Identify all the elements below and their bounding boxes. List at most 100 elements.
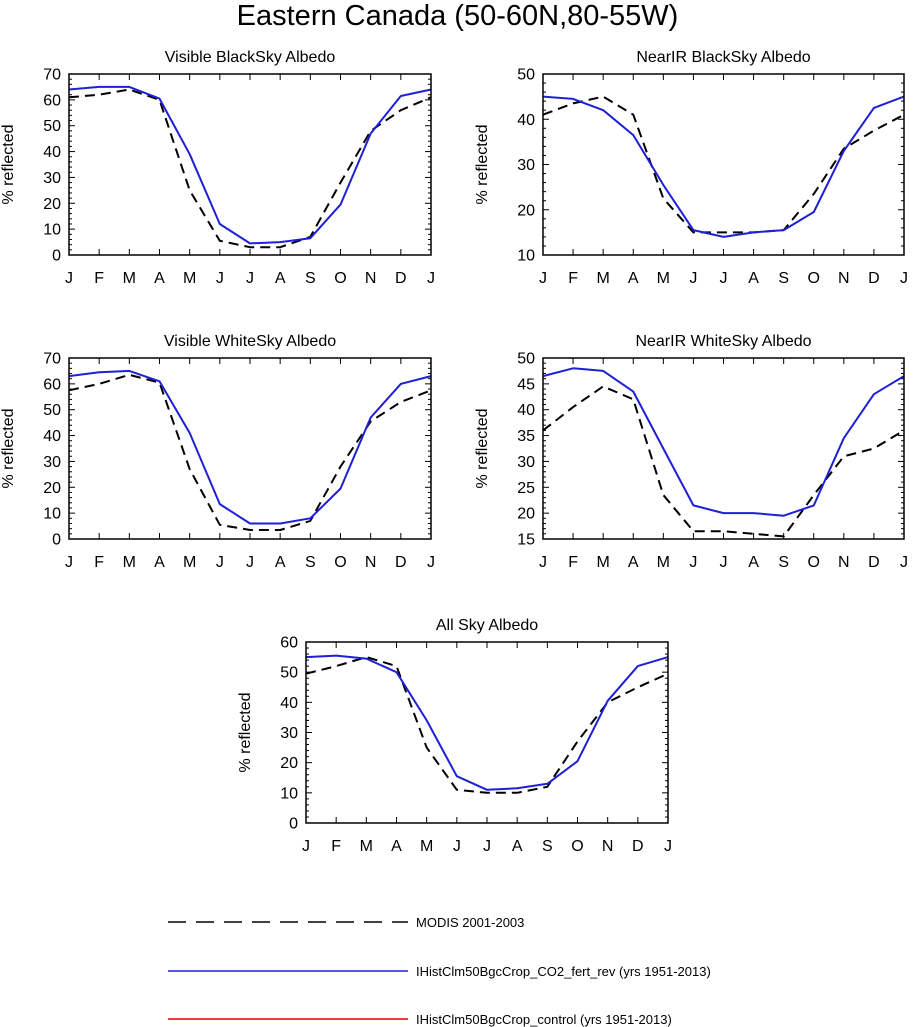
x-tick-label: A [154,270,165,287]
series-line-modis [68,373,432,531]
series-line-co2-fert [542,367,905,517]
y-axis-label: % reflected [0,124,17,204]
x-tick-label: A [154,554,165,571]
x-tick-label: N [838,554,850,571]
y-axis-label: % reflected [474,124,491,204]
x-tick-label: O [334,554,346,571]
chart-panel-4: NearIR WhiteSky Albedo % reflected 15 20 25 3… [474,333,908,571]
x-tick-label: A [748,554,759,571]
plot-frame [542,357,905,540]
y-axis-label: % reflected [0,408,17,488]
chart-panel-3: Visible WhiteSky Albedo % reflected 0 10 20 3… [0,333,435,571]
panel-title: NearIR WhiteSky Albedo [635,333,811,350]
y-tick-label: 30 [517,454,535,471]
series-line-co2-fert [68,369,432,525]
y-tick-label: 10 [517,248,535,265]
x-tick-label: J [453,838,461,855]
x-tick-label: S [778,270,789,287]
y-tick-label: 30 [517,157,535,174]
series-line-co2-fert [305,654,669,791]
y-tick-label: 0 [52,248,61,265]
y-tick-label: 20 [43,196,61,213]
x-tick-label: J [689,270,697,287]
x-tick-label: N [602,838,614,855]
x-tick-label: D [632,838,644,855]
x-tick-label: M [360,838,373,855]
y-tick-label: 60 [43,92,61,109]
x-tick-label: D [868,270,880,287]
x-tick-label: D [395,554,407,571]
y-tick-label: 15 [517,532,535,549]
x-tick-label: M [597,554,610,571]
x-tick-label: S [305,554,316,571]
x-tick-label: J [900,554,908,571]
x-tick-label: A [275,270,286,287]
y-tick-label: 20 [517,202,535,219]
y-tick-label: 50 [43,118,61,135]
plot-frame [68,73,432,256]
y-tick-label: 70 [43,351,61,368]
y-tick-label: 40 [43,144,61,161]
x-tick-label: A [628,270,639,287]
y-tick-label: 40 [517,402,535,419]
x-tick-label: N [838,270,850,287]
x-tick-label: J [900,270,908,287]
x-tick-label: O [808,554,820,571]
x-tick-label: M [597,270,610,287]
x-tick-label: N [365,554,377,571]
x-tick-label: D [868,554,880,571]
plot-frame [68,357,432,540]
x-tick-label: F [331,838,341,855]
x-tick-label: J [539,270,547,287]
x-tick-label: S [542,838,553,855]
x-tick-label: J [65,554,73,571]
chart-panel-1: Visible BlackSky Albedo % reflected 0 10 20 3… [0,49,435,287]
y-tick-label: 60 [280,635,298,652]
legend-label: IHistClm50BgcCrop_control (yrs 1951-2013… [416,1012,672,1027]
y-axis-label: % reflected [474,408,491,488]
x-tick-label: F [94,554,104,571]
x-tick-label: A [275,554,286,571]
x-tick-label: A [391,838,402,855]
x-tick-label: A [628,554,639,571]
y-tick-label: 30 [43,454,61,471]
x-tick-label: J [483,838,491,855]
x-tick-label: J [216,270,224,287]
y-tick-label: 20 [280,755,298,772]
x-tick-label: O [334,270,346,287]
series-line-modis [542,95,905,234]
x-tick-label: M [123,270,136,287]
x-tick-label: J [427,270,435,287]
x-tick-label: J [216,554,224,571]
y-tick-label: 45 [517,376,535,393]
panel-title: Visible BlackSky Albedo [165,49,336,66]
y-tick-label: 25 [517,480,535,497]
plot-frame [542,73,905,256]
y-tick-label: 20 [43,480,61,497]
x-tick-label: S [778,554,789,571]
y-tick-label: 0 [52,532,61,549]
legend-label: MODIS 2001-2003 [416,915,524,930]
plot-frame [305,641,669,824]
y-tick-label: 0 [289,816,298,833]
x-tick-label: J [65,270,73,287]
y-tick-label: 60 [43,376,61,393]
series-line-modis [68,88,432,249]
x-tick-label: F [568,270,578,287]
y-tick-label: 10 [280,785,298,802]
x-tick-label: M [123,554,136,571]
x-tick-label: D [395,270,407,287]
x-tick-label: J [246,554,254,571]
x-tick-label: O [571,838,583,855]
chart-panel-2: NearIR BlackSky Albedo % reflected 10 20 30 4… [474,49,908,287]
x-tick-label: A [748,270,759,287]
x-tick-label: J [427,554,435,571]
y-tick-label: 35 [517,428,535,445]
y-tick-label: 20 [517,506,535,523]
y-tick-label: 50 [517,351,535,368]
x-tick-label: M [657,554,670,571]
y-tick-label: 10 [43,222,61,239]
y-tick-label: 70 [43,67,61,84]
x-tick-label: O [808,270,820,287]
